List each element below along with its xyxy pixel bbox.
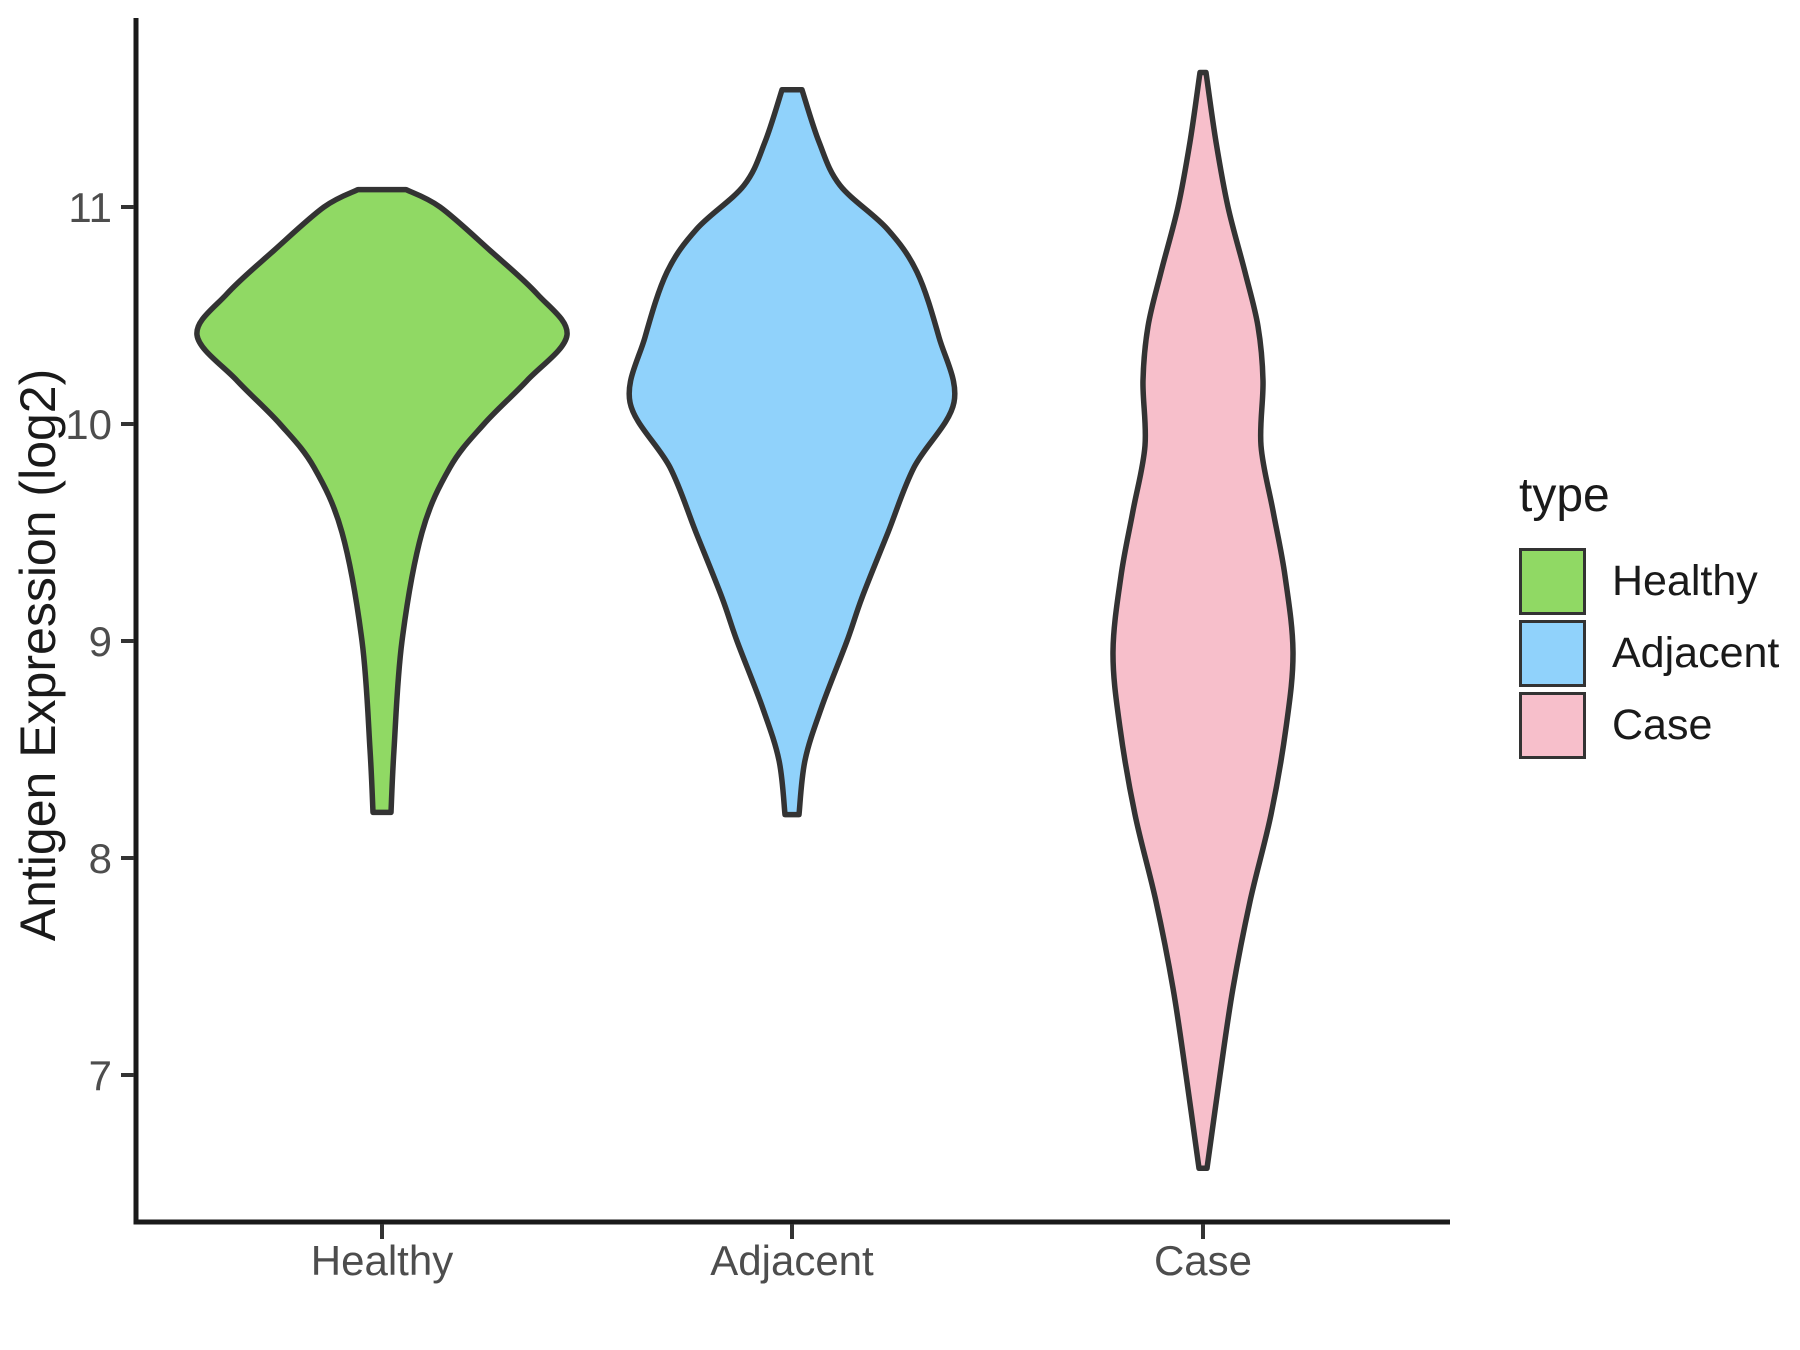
x-tick-label-case: Case [1154, 1237, 1252, 1284]
y-tick-label: 7 [89, 1052, 112, 1099]
legend-item-adjacent: Adjacent [1519, 620, 1779, 687]
legend: type Healthy Adjacent Case [1519, 472, 1779, 759]
violin-healthy [194, 186, 570, 816]
legend-swatch-case [1519, 692, 1586, 759]
legend-swatch-healthy [1519, 548, 1586, 615]
y-tick-label: 11 [68, 184, 112, 231]
legend-items: Healthy Adjacent Case [1519, 548, 1779, 759]
y-tick-label: 9 [89, 618, 112, 665]
axes-group: 7 8 9 10 11 Healthy Adjacent Case [65, 18, 1450, 1284]
legend-label: Healthy [1612, 557, 1758, 605]
y-tick-label: 10 [65, 401, 112, 448]
x-tick-label-healthy: Healthy [311, 1237, 453, 1284]
legend-title: type [1519, 469, 1610, 522]
legend-item-case: Case [1519, 692, 1779, 759]
violin-adjacent [626, 87, 958, 818]
violin-case [1110, 69, 1296, 1172]
legend-item-healthy: Healthy [1519, 548, 1779, 615]
y-tick-label: 8 [89, 835, 112, 882]
x-tick-label-adjacent: Adjacent [710, 1237, 874, 1284]
y-axis-title: Antigen Expression (log2) [10, 369, 66, 942]
legend-label: Adjacent [1612, 629, 1780, 677]
legend-label: Case [1612, 701, 1713, 749]
legend-swatch-adjacent [1519, 620, 1586, 687]
violins-group [194, 69, 1296, 1172]
